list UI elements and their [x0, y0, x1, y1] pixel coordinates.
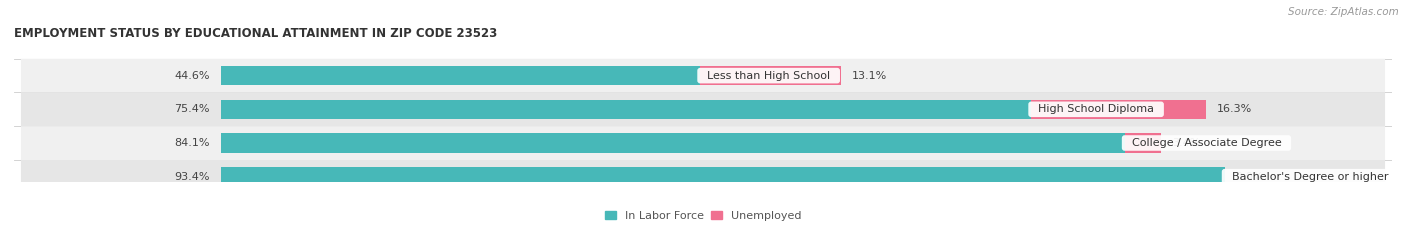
- Text: 13.1%: 13.1%: [852, 71, 887, 81]
- Text: EMPLOYMENT STATUS BY EDUCATIONAL ATTAINMENT IN ZIP CODE 23523: EMPLOYMENT STATUS BY EDUCATIONAL ATTAINM…: [14, 27, 498, 40]
- Text: 0.0%: 0.0%: [1236, 172, 1264, 182]
- Bar: [221, 99, 1031, 119]
- FancyBboxPatch shape: [21, 59, 1385, 93]
- Text: 16.3%: 16.3%: [1218, 104, 1253, 114]
- Text: College / Associate Degree: College / Associate Degree: [1125, 138, 1288, 148]
- Bar: [221, 66, 700, 86]
- Bar: [1125, 133, 1161, 153]
- FancyBboxPatch shape: [21, 126, 1385, 160]
- FancyBboxPatch shape: [21, 160, 1385, 194]
- Bar: [221, 167, 1225, 186]
- Text: 3.4%: 3.4%: [1173, 138, 1201, 148]
- Text: 84.1%: 84.1%: [174, 138, 209, 148]
- Text: 75.4%: 75.4%: [174, 104, 209, 114]
- Bar: [700, 66, 841, 86]
- Legend: In Labor Force, Unemployed: In Labor Force, Unemployed: [600, 206, 806, 225]
- Bar: [221, 133, 1125, 153]
- Text: Bachelor's Degree or higher: Bachelor's Degree or higher: [1225, 172, 1395, 182]
- Text: Less than High School: Less than High School: [700, 71, 837, 81]
- Text: 93.4%: 93.4%: [174, 172, 209, 182]
- Text: High School Diploma: High School Diploma: [1031, 104, 1161, 114]
- FancyBboxPatch shape: [21, 93, 1385, 126]
- Text: 44.6%: 44.6%: [174, 71, 209, 81]
- Bar: [1031, 99, 1206, 119]
- Text: Source: ZipAtlas.com: Source: ZipAtlas.com: [1288, 7, 1399, 17]
